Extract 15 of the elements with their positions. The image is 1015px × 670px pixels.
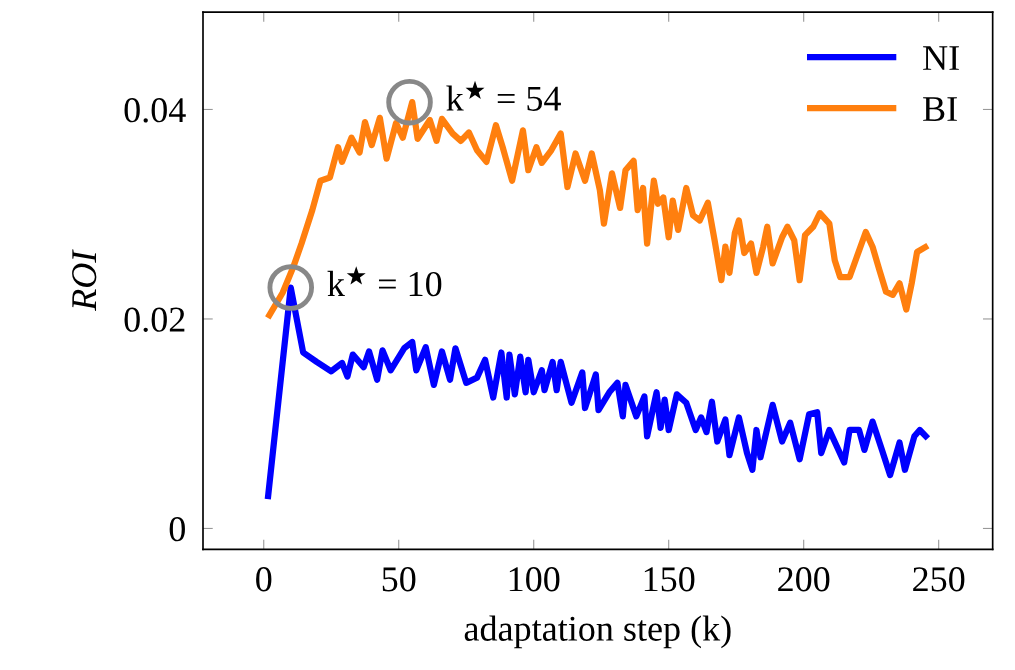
x-tick-label: 0 xyxy=(256,567,272,592)
y-tick-label: 0 xyxy=(169,516,185,542)
x-tick-label: 150 xyxy=(644,567,695,592)
y-axis-title: ROI xyxy=(72,249,97,311)
y-tick-label: 0.02 xyxy=(124,307,185,332)
y-tick-label: 0.04 xyxy=(124,97,186,123)
legend-label: BI xyxy=(923,97,957,121)
legend-label: NI xyxy=(923,46,959,70)
x-axis-title: adaptation step (k) xyxy=(464,615,731,649)
x-tick-label: 250 xyxy=(913,567,965,592)
x-tick-label: 200 xyxy=(778,567,830,592)
x-tick-label: 100 xyxy=(509,567,560,592)
annotation: k$^{★}$ = 10 xyxy=(327,266,442,297)
annotation: k$^{★}$ = 54 xyxy=(446,80,561,111)
x-tick-label: 50 xyxy=(382,567,416,592)
